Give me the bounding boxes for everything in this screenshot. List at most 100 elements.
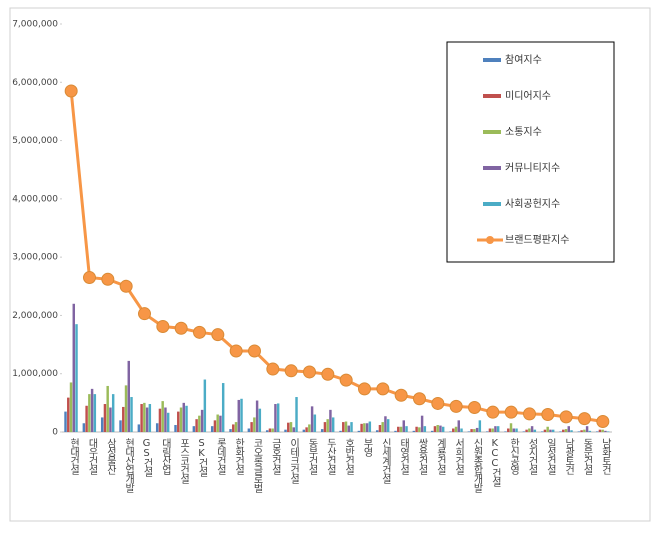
bar — [583, 429, 586, 432]
legend-swatch — [483, 58, 501, 62]
x-tick-label: 포스코건설 — [178, 438, 190, 484]
bar — [467, 431, 471, 432]
bar — [394, 430, 397, 432]
bar — [82, 423, 86, 432]
legend-label: 브랜드평판지수 — [505, 234, 569, 246]
line-marker — [413, 392, 426, 406]
bar — [528, 428, 531, 432]
legend-label: 사회공헌지수 — [505, 198, 560, 210]
bar — [253, 417, 256, 432]
x-tick-label: 호반건설 — [343, 438, 355, 475]
bar — [274, 404, 277, 432]
bar — [72, 303, 75, 432]
bar — [198, 415, 201, 432]
bar — [161, 401, 164, 432]
bar — [109, 407, 112, 432]
bar — [386, 419, 390, 432]
bar — [454, 426, 458, 432]
bar — [276, 403, 280, 432]
legend-box — [446, 41, 615, 263]
bar — [496, 426, 500, 432]
x-tick-label: 삼성물산 — [104, 438, 116, 475]
y-tick-label: 5,000,000 — [12, 136, 58, 146]
line-marker — [193, 325, 206, 339]
bar — [313, 414, 317, 432]
bar — [580, 430, 583, 432]
legend-label: 소통지수 — [505, 126, 542, 138]
line-marker — [64, 84, 78, 98]
bar — [234, 422, 238, 432]
bar — [140, 404, 143, 432]
bar — [430, 430, 434, 432]
bar — [543, 429, 547, 432]
x-tick-label: 이테크건설 — [288, 438, 300, 484]
y-tick-label: 7,000,000 — [12, 20, 58, 30]
x-tick-label: 한화건설 — [233, 438, 245, 475]
bar — [494, 426, 497, 432]
y-tick-label: 3,000,000 — [12, 253, 58, 263]
bar — [559, 431, 562, 432]
legend-label: 참여지수 — [505, 54, 542, 66]
bar — [289, 422, 293, 432]
bar — [512, 428, 515, 432]
bar — [145, 407, 149, 432]
bar — [522, 431, 526, 432]
y-tick-label: 1,000,000 — [12, 369, 58, 379]
bar — [287, 422, 290, 432]
bar — [75, 324, 78, 432]
bar — [106, 385, 109, 432]
y-tick-label: 4,000,000 — [12, 194, 58, 204]
bar — [111, 394, 115, 432]
bar — [399, 426, 403, 432]
bar — [384, 416, 387, 432]
line-marker — [358, 382, 371, 396]
bar — [177, 411, 180, 432]
bar — [122, 406, 125, 432]
line-marker — [468, 401, 481, 415]
line-marker — [321, 367, 335, 381]
line-marker — [394, 388, 408, 402]
bar — [229, 429, 232, 432]
bar — [302, 429, 306, 432]
legend-label: 커뮤니티지수 — [505, 162, 560, 174]
x-tick-label: KCC건설 — [489, 438, 501, 487]
bar — [509, 423, 513, 432]
bar — [250, 422, 253, 432]
bar — [470, 429, 473, 432]
bar — [546, 426, 549, 432]
bar — [357, 430, 361, 432]
bar — [216, 414, 219, 432]
bar — [485, 431, 489, 432]
bar — [564, 429, 568, 432]
legend-swatch — [486, 236, 494, 244]
line-marker — [431, 396, 445, 410]
x-tick-label: 코오롱글로벌 — [251, 438, 263, 493]
bar — [155, 423, 159, 432]
bar — [460, 428, 463, 432]
bar — [562, 429, 565, 432]
bar — [164, 407, 167, 432]
bar — [124, 385, 128, 432]
x-tick-label: 현대산업개발 — [123, 438, 135, 493]
bar — [255, 400, 259, 432]
line-marker — [266, 362, 280, 376]
bar — [439, 425, 442, 432]
bar — [344, 421, 348, 432]
x-tick-label: 금호건설 — [269, 438, 281, 475]
bar — [237, 399, 240, 432]
bar — [213, 420, 217, 432]
bar — [219, 415, 222, 432]
x-tick-label: 남광토건 — [563, 438, 575, 475]
legend-swatch — [483, 202, 501, 206]
bar — [551, 429, 555, 432]
bar — [491, 428, 494, 432]
line-marker — [541, 408, 555, 422]
bar — [90, 388, 94, 432]
line-marker — [376, 382, 390, 396]
bar — [433, 426, 437, 432]
bar — [342, 422, 345, 432]
bar — [449, 431, 452, 432]
x-tick-label: 남화토건 — [599, 438, 611, 475]
bar — [507, 428, 510, 432]
bar — [402, 420, 405, 432]
